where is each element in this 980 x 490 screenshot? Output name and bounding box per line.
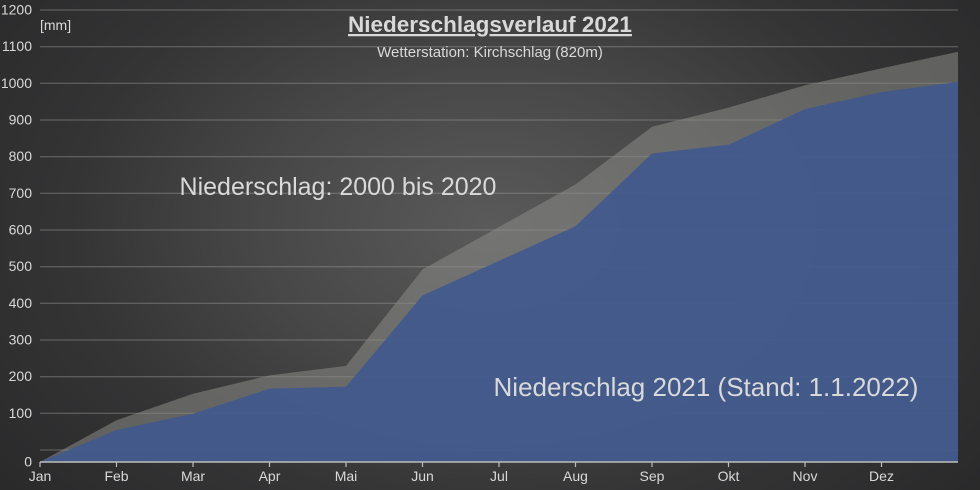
svg-text:Wetterstation: Kirchschlag (82: Wetterstation: Kirchschlag (820m)	[377, 44, 603, 61]
svg-text:700: 700	[9, 185, 33, 201]
svg-text:300: 300	[9, 332, 33, 348]
svg-text:500: 500	[9, 258, 33, 274]
svg-text:Okt: Okt	[718, 468, 740, 484]
svg-text:600: 600	[9, 222, 33, 238]
svg-text:800: 800	[9, 148, 33, 164]
svg-text:900: 900	[9, 112, 33, 128]
svg-text:Feb: Feb	[104, 468, 128, 484]
svg-text:Niederschlagsverlauf 2021: Niederschlagsverlauf 2021	[348, 12, 632, 37]
svg-text:Dez: Dez	[869, 468, 894, 484]
svg-text:Jun: Jun	[411, 468, 434, 484]
svg-text:Sep: Sep	[640, 468, 665, 484]
svg-text:1000: 1000	[1, 75, 32, 91]
svg-text:Jul: Jul	[490, 468, 508, 484]
svg-text:Apr: Apr	[259, 468, 281, 484]
svg-text:200: 200	[9, 368, 33, 384]
svg-text:Niederschlag 2021 (Stand: 1.1.: Niederschlag 2021 (Stand: 1.1.2022)	[494, 372, 919, 402]
svg-text:Niederschlag: 2000 bis 2020: Niederschlag: 2000 bis 2020	[180, 173, 497, 201]
svg-text:[mm]: [mm]	[40, 17, 71, 33]
svg-text:Mai: Mai	[335, 468, 358, 484]
svg-text:400: 400	[9, 295, 33, 311]
svg-text:Mar: Mar	[181, 468, 205, 484]
svg-text:Aug: Aug	[563, 468, 588, 484]
svg-text:100: 100	[9, 405, 33, 421]
svg-text:Nov: Nov	[793, 468, 818, 484]
svg-text:1100: 1100	[2, 38, 32, 54]
svg-text:1200: 1200	[1, 2, 32, 18]
svg-text:Jan: Jan	[29, 468, 52, 484]
